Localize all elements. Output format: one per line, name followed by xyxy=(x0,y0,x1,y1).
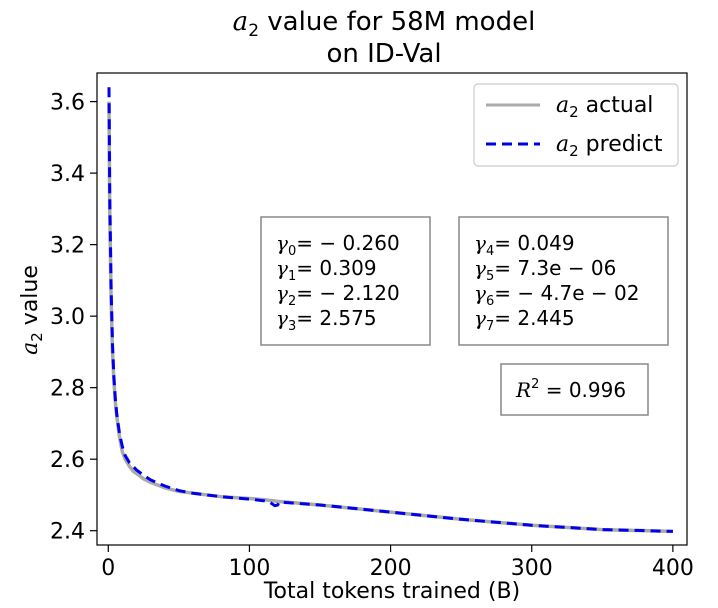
gamma-coef: γ2= − 2.120 xyxy=(276,281,400,309)
title-text: value for 58M model xyxy=(267,7,535,37)
y-tick-label: 2.8 xyxy=(50,377,85,402)
legend: a2 actual a2 predict xyxy=(473,83,679,167)
r2-box: R2 = 0.996 xyxy=(500,363,649,416)
legend-label-actual: a2 actual xyxy=(556,93,653,121)
gamma-box-1-frame xyxy=(260,216,431,346)
gamma-coef: γ5= 7.3e − 06 xyxy=(474,256,616,284)
chart-title-line1: a2 value for 58M model xyxy=(233,7,536,41)
chart-title-line2: on ID-Val xyxy=(326,39,441,69)
y-axis: 2.4 2.6 2.8 3.0 3.2 3.4 3.6 xyxy=(50,91,97,545)
series-line-predict xyxy=(107,87,673,533)
y-tick-label: 2.6 xyxy=(50,448,85,473)
x-axis-label: Total tokens trained (B) xyxy=(263,579,520,604)
y-tick-label: 3.0 xyxy=(50,305,85,330)
y-tick-label: 3.6 xyxy=(50,91,85,116)
gamma-coef: γ1= 0.309 xyxy=(276,256,377,284)
x-axis: 0 100 200 300 400 xyxy=(101,545,694,581)
r2-label: R2 = 0.996 xyxy=(515,377,626,402)
legend-label-predict: a2 predict xyxy=(556,132,663,160)
plot-area xyxy=(96,72,688,546)
r2-box-frame xyxy=(500,363,649,416)
title-symbol-sub: 2 xyxy=(248,21,259,41)
gamma-box-2-frame xyxy=(458,216,669,346)
series-layer xyxy=(107,87,673,534)
title-symbol: a xyxy=(233,7,249,37)
gamma-coef: γ3= 2.575 xyxy=(276,306,377,334)
x-tick-label: 100 xyxy=(228,556,270,581)
x-tick-label: 400 xyxy=(652,556,694,581)
gamma-coef: γ0= − 0.260 xyxy=(276,231,400,259)
y-tick-label: 2.4 xyxy=(50,520,85,545)
y-axis-label: a2 value xyxy=(18,265,46,355)
gamma-coef: γ7= 2.445 xyxy=(474,306,575,334)
x-tick-label: 200 xyxy=(370,556,412,581)
gamma-coef: γ4= 0.049 xyxy=(474,231,575,259)
x-tick-label: 0 xyxy=(101,556,115,581)
y-tick-label: 3.2 xyxy=(50,234,85,259)
gamma-coef: γ6= − 4.7e − 02 xyxy=(474,281,640,309)
y-tick-label: 3.4 xyxy=(50,162,85,187)
x-tick-label: 300 xyxy=(511,556,553,581)
